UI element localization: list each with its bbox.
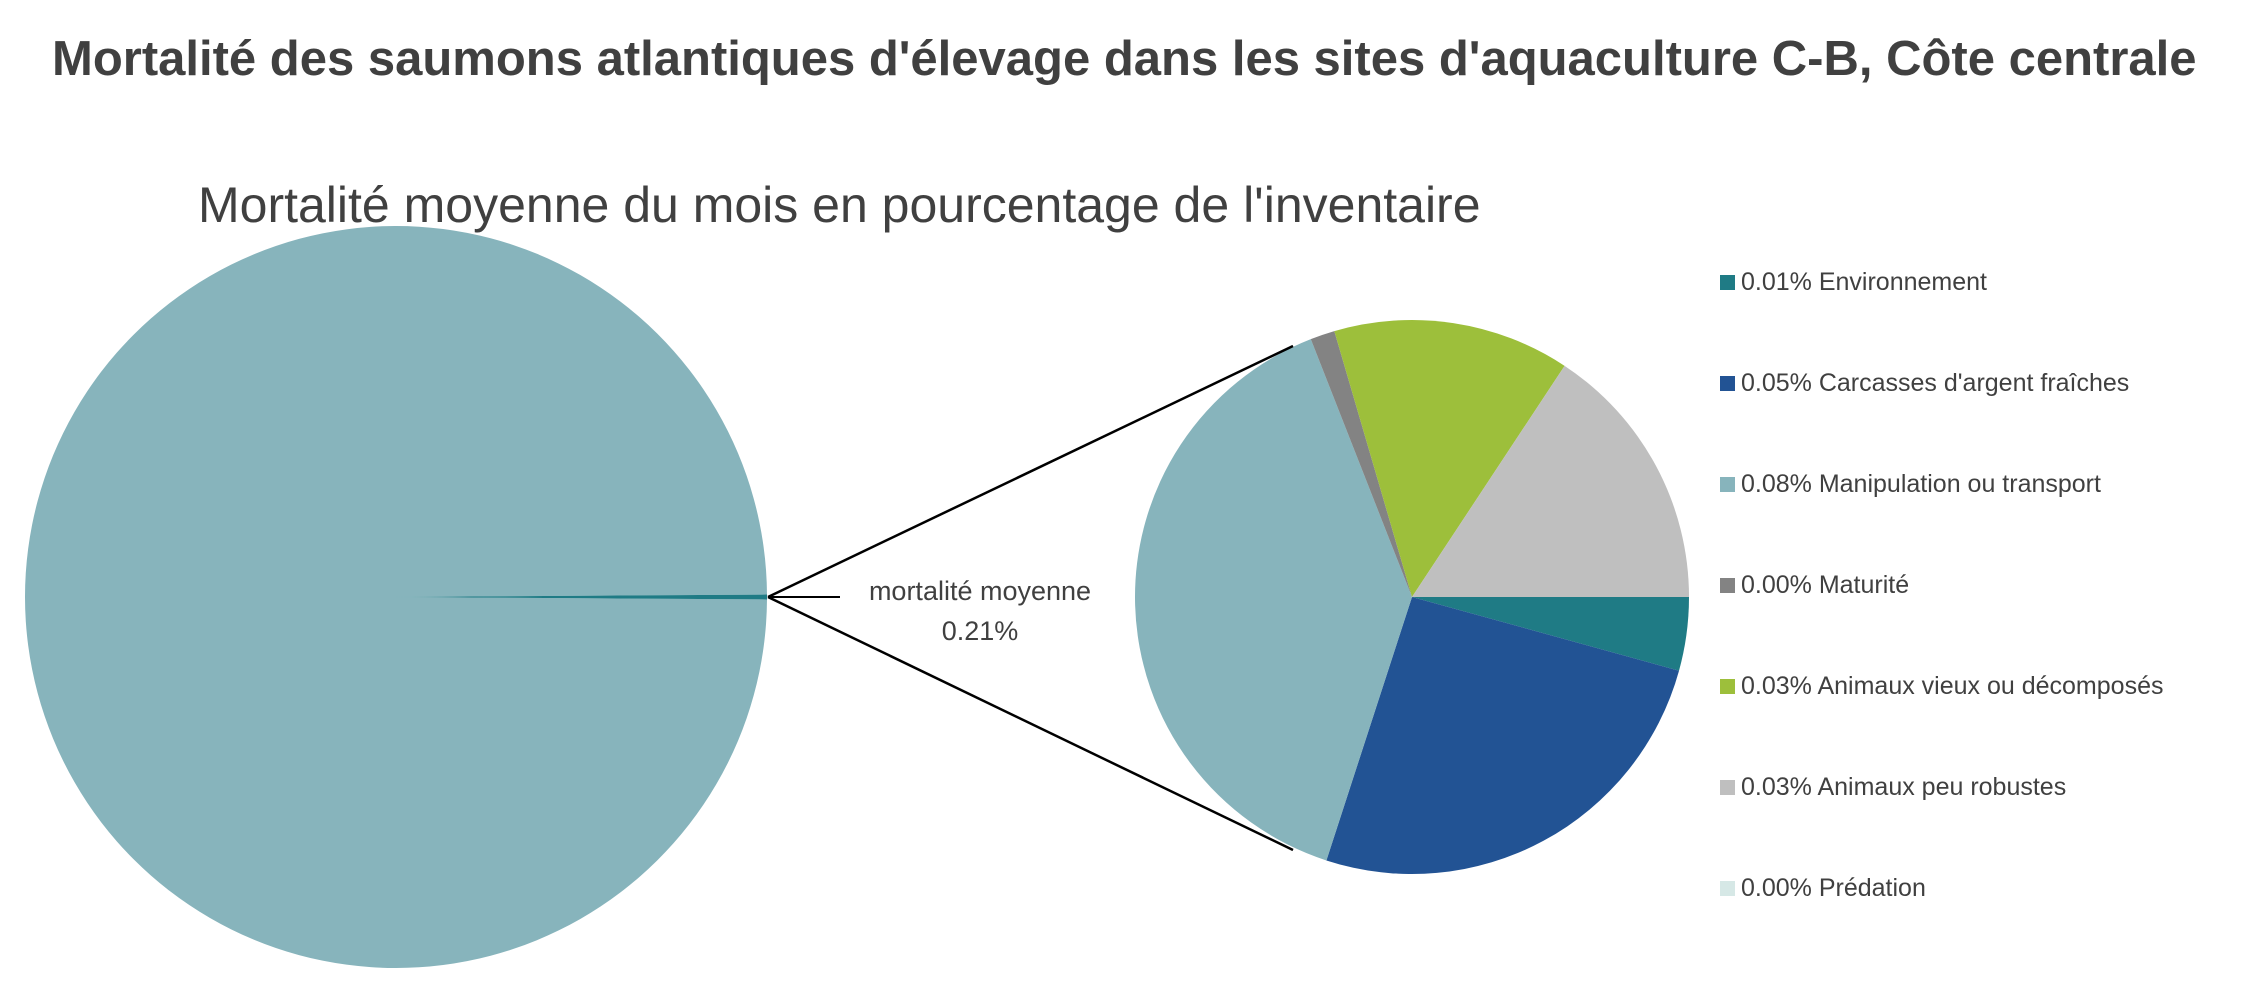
breakdown-slice [1135,339,1412,861]
legend-label: 0.00% Prédation [1741,874,1926,902]
breakdown-slice [1310,331,1412,597]
main-pie [25,226,767,968]
legend-swatch [1720,780,1735,795]
legend-item: 0.08% Manipulation ou transport [1720,470,2163,571]
legend-swatch [1720,881,1735,896]
legend-item: 0.00% Maturité [1720,571,2163,672]
legend-label: 0.01% Environnement [1741,268,1987,296]
legend-swatch [1720,376,1735,391]
main-pie-slice-mortality [396,594,767,600]
legend-swatch [1720,275,1735,290]
legend: 0.01% Environnement 0.05% Carcasses d'arg… [1720,268,2163,975]
connector-line-bottom [767,595,1294,852]
legend-item: 0.00% Prédation [1720,874,2163,975]
chart-title: Mortalité des saumons atlantiques d'élev… [52,32,2197,86]
breakdown-slice [1412,365,1689,597]
legend-swatch [1720,477,1735,492]
breakdown-pie [1135,319,1689,874]
legend-item: 0.03% Animaux peu robustes [1720,773,2163,874]
breakdown-slice [1326,597,1680,874]
legend-item: 0.05% Carcasses d'argent fraîches [1720,369,2163,470]
legend-label: 0.03% Animaux vieux ou décomposés [1741,672,2164,700]
legend-label: 0.00% Maturité [1741,571,1910,599]
connector-line-top [767,344,1294,599]
callout-value: 0.21% [942,616,1019,646]
legend-label: 0.08% Manipulation ou transport [1741,470,2101,498]
chart-subtitle: Mortalité moyenne du mois en pourcentage… [198,177,1481,233]
legend-label: 0.05% Carcasses d'argent fraîches [1741,369,2130,397]
legend-item: 0.01% Environnement [1720,268,2163,369]
legend-item: 0.03% Animaux vieux ou décomposés [1720,672,2163,773]
main-pie-slice-other [25,226,767,968]
breakdown-slice [1412,597,1689,671]
legend-swatch [1720,578,1735,593]
legend-label: 0.03% Animaux peu robustes [1741,773,2067,801]
callout-label: mortalité moyenne [869,576,1091,606]
legend-swatch [1720,679,1735,694]
breakdown-slice [1334,319,1565,597]
